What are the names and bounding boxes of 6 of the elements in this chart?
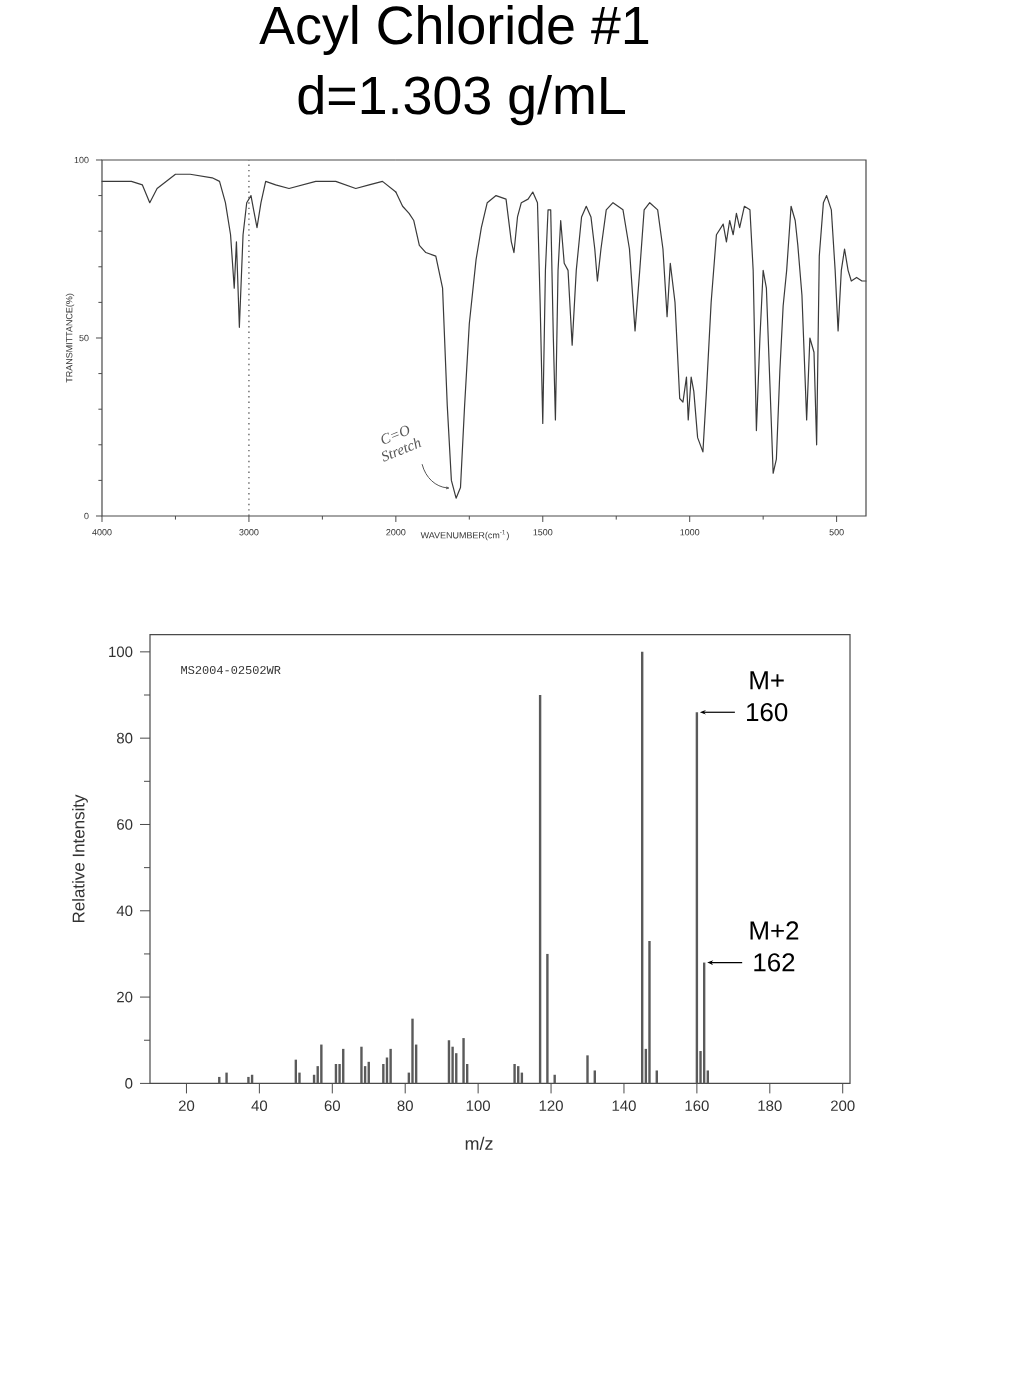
annotation: M+ 160 <box>747 671 788 722</box>
y-axis-title: Relative Intensity <box>72 794 88 923</box>
annotation: M+2 162 <box>750 921 799 972</box>
chart-title: Acyl Chloride #1 <box>259 4 649 56</box>
chart-subtitle: d=1.303 g/mL <box>298 75 626 126</box>
x-axis-title: m/z <box>465 1136 493 1150</box>
